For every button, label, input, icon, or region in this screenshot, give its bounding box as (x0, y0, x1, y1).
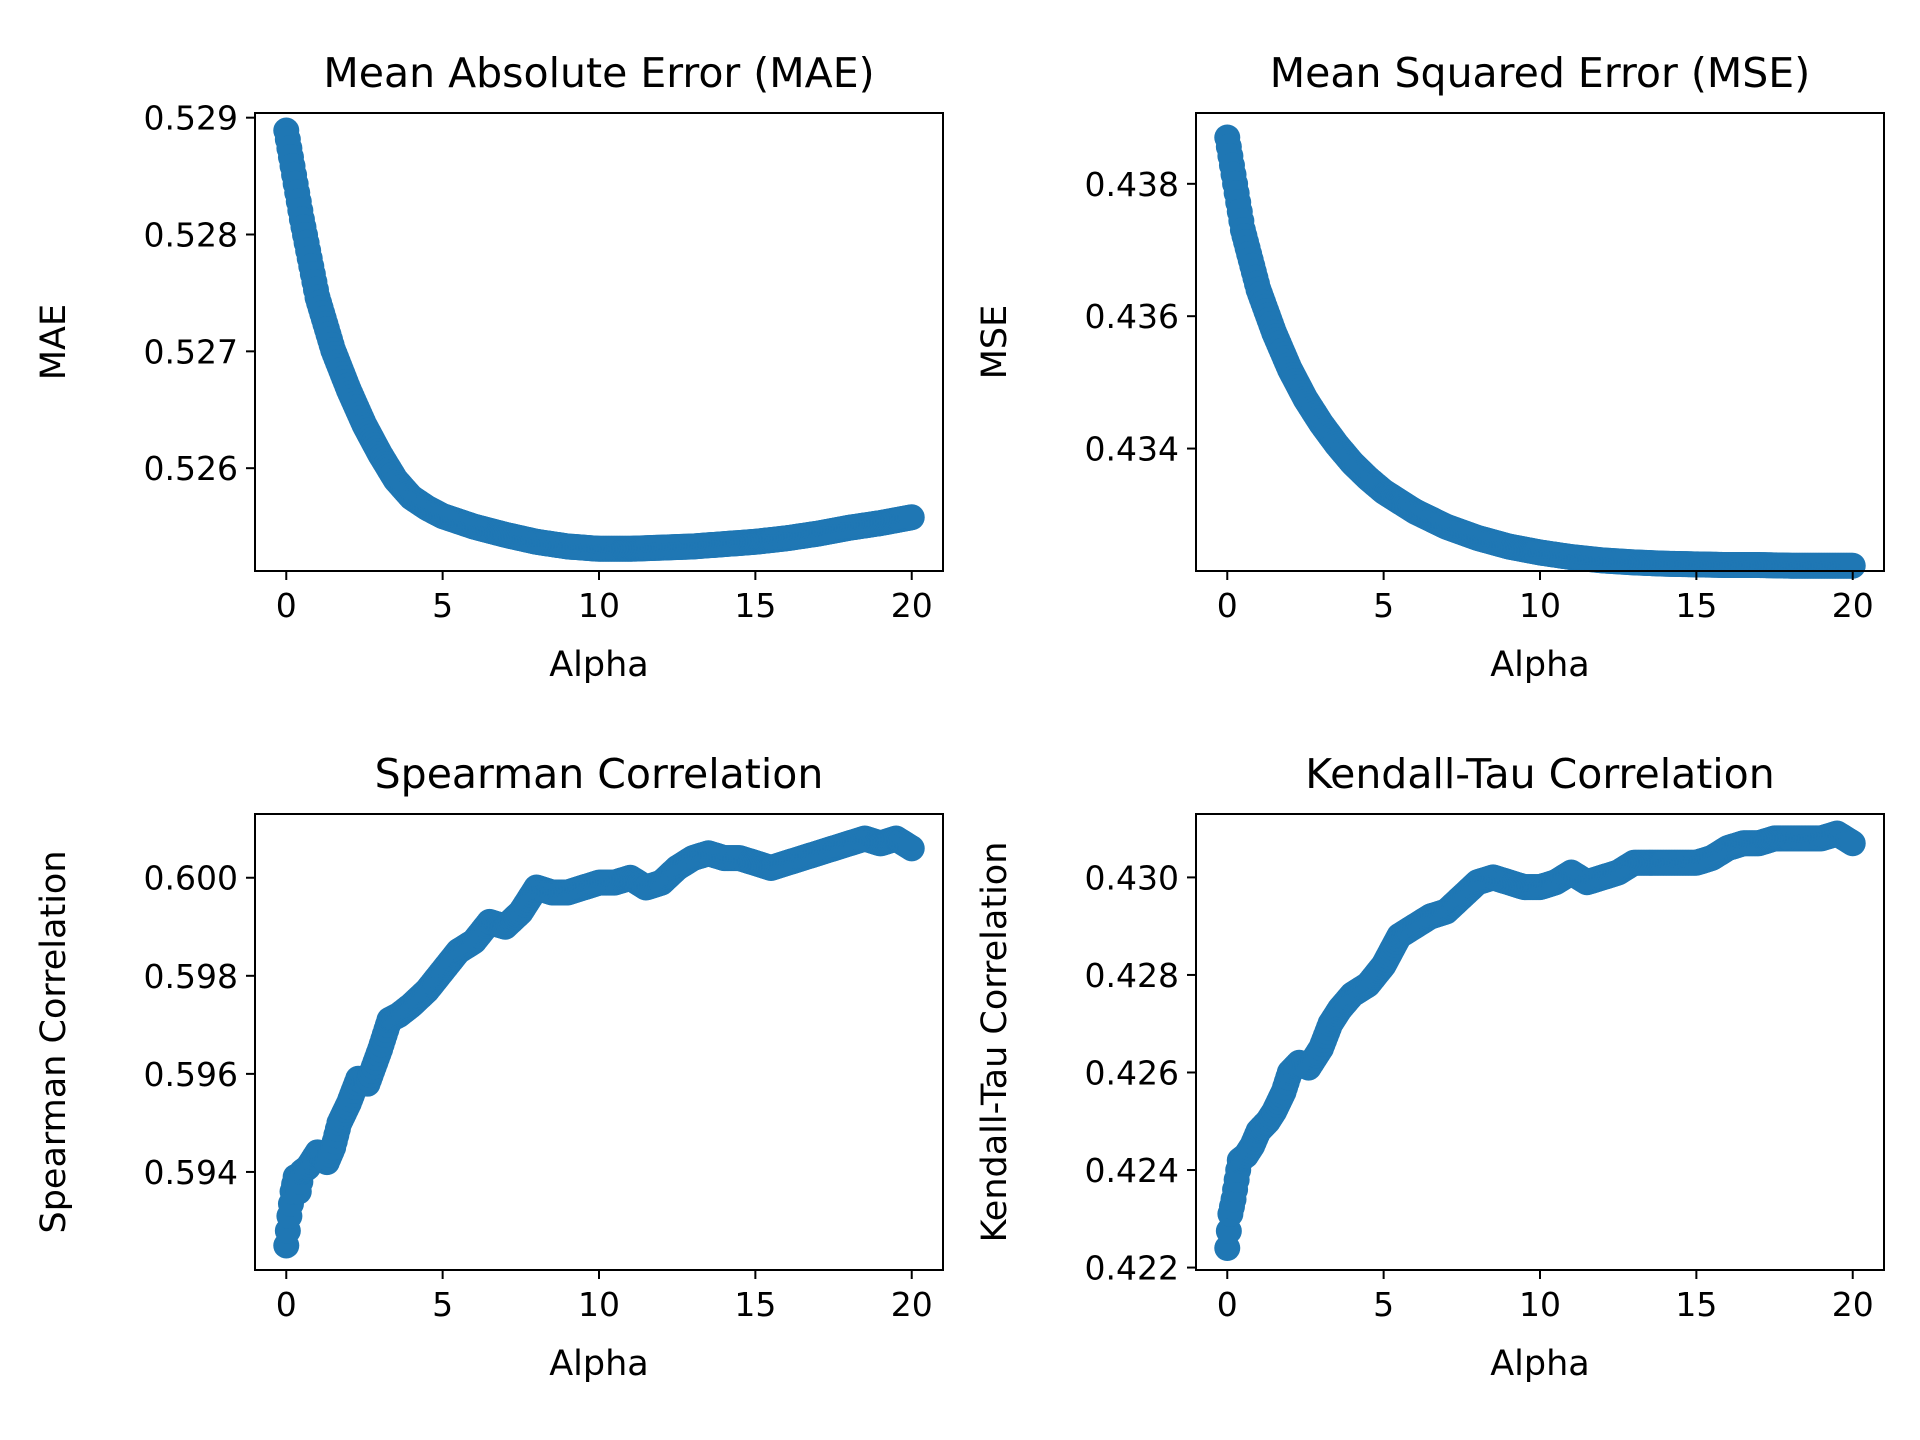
data-point (1839, 830, 1866, 857)
data-point (898, 504, 925, 531)
y-tick-label: 0.528 (144, 216, 238, 255)
y-tick-label: 0.438 (1085, 165, 1179, 204)
y-tick-label: 0.594 (144, 1153, 238, 1192)
x-tick-label: 0 (1217, 1285, 1238, 1324)
x-tick-label: 15 (734, 1285, 776, 1324)
y-tick-label: 0.527 (144, 332, 238, 371)
y-tick-label: 0.436 (1085, 297, 1179, 336)
x-tick-label: 10 (578, 1285, 620, 1324)
x-tick-label: 20 (891, 586, 933, 625)
subplot-3: 0 5 10 15 20 0.594 0.596 0.598 0.600 Spearman Cor… (34, 750, 944, 1384)
x-axis-label: Alpha (549, 645, 649, 685)
y-tick-label: 0.598 (144, 957, 238, 996)
y-tick-label: 0.422 (1085, 1249, 1179, 1288)
x-tick-label: 15 (1675, 586, 1717, 625)
data-point (898, 835, 925, 862)
x-tick-label: 10 (1519, 1285, 1561, 1324)
scatter-points (273, 825, 925, 1259)
x-tick-label: 5 (1373, 586, 1394, 625)
x-tick-label: 15 (1675, 1285, 1717, 1324)
y-tick-label: 0.596 (144, 1055, 238, 1094)
y-tick-label: 0.430 (1085, 858, 1179, 897)
y-axis-label: MSE (975, 305, 1015, 380)
x-axis-label: Alpha (1490, 1344, 1590, 1384)
chart-title: Kendall-Tau Correlation (1305, 750, 1775, 798)
x-tick-label: 0 (276, 1285, 297, 1324)
scatter-points (1214, 820, 1866, 1262)
chart-title: Mean Squared Error (MSE) (1270, 49, 1810, 97)
x-tick-label: 20 (1832, 586, 1874, 625)
x-tick-label: 5 (432, 1285, 453, 1324)
y-tick-label: 0.424 (1085, 1151, 1179, 1190)
chart-title: Mean Absolute Error (MAE) (323, 49, 874, 97)
y-tick-label: 0.426 (1085, 1053, 1179, 1092)
y-tick-label: 0.600 (144, 859, 238, 898)
x-tick-label: 0 (1217, 586, 1238, 625)
y-axis-label: Spearman Correlation (34, 850, 74, 1233)
x-tick-label: 15 (734, 586, 776, 625)
scatter-points (1214, 124, 1866, 579)
scatter-points (273, 117, 925, 562)
x-tick-label: 0 (276, 586, 297, 625)
chart-title: Spearman Correlation (375, 750, 824, 798)
subplot-1: 0 5 10 15 20 0.526 0.527 0.528 0.529 Mean Absolut… (34, 49, 944, 685)
x-tick-label: 10 (578, 586, 620, 625)
y-tick-label: 0.529 (144, 99, 238, 138)
x-axis-label: Alpha (549, 1344, 649, 1384)
subplot-2: 0 5 10 15 20 0.434 0.436 0.438 Mean Squared Erro… (975, 49, 1885, 685)
data-point (1839, 552, 1866, 579)
y-axis-label: MAE (34, 304, 74, 380)
y-tick-label: 0.526 (144, 449, 238, 488)
x-tick-label: 5 (1373, 1285, 1394, 1324)
subplot-4: 0 5 10 15 20 0.422 0.424 0.426 0.428 0.430 Kendall… (975, 750, 1885, 1384)
x-tick-label: 20 (1832, 1285, 1874, 1324)
x-tick-label: 10 (1519, 586, 1561, 625)
y-axis-label: Kendall-Tau Correlation (975, 842, 1015, 1243)
x-tick-label: 5 (432, 586, 453, 625)
y-tick-label: 0.428 (1085, 956, 1179, 995)
x-axis-label: Alpha (1490, 645, 1590, 685)
y-tick-label: 0.434 (1085, 430, 1179, 469)
x-tick-label: 20 (891, 1285, 933, 1324)
